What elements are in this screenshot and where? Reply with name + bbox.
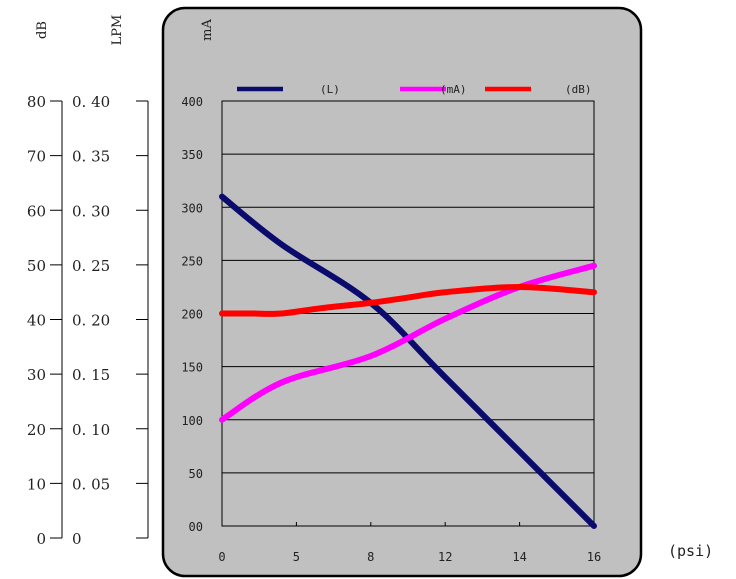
- db-tick-label: 60: [27, 202, 46, 220]
- db-axis-title: dB: [35, 21, 50, 39]
- x-axis: 0 5 8 12 14 16: [218, 550, 601, 564]
- lpm-tick-label: 0. 25: [72, 257, 110, 275]
- x-tick-label: 8: [367, 550, 374, 564]
- lpm-tick-label: 0. 35: [72, 148, 110, 166]
- ma-tick-label: 00: [189, 520, 203, 534]
- db-tick-label: 0: [36, 530, 46, 548]
- lpm-tick-label: 0. 10: [72, 421, 110, 439]
- lpm-tick-label: 0. 05: [72, 475, 110, 493]
- lpm-tick-label: 0. 40: [72, 93, 110, 111]
- x-tick-label: 0: [218, 550, 225, 564]
- db-tick-label: 30: [27, 366, 46, 384]
- db-tick-label: 20: [27, 421, 46, 439]
- db-tick-label: 80: [27, 93, 46, 111]
- ma-axis-title: mA: [200, 19, 215, 41]
- ma-tick-label: 300: [181, 201, 203, 215]
- lpm-tick-label: 0: [72, 530, 82, 548]
- db-tick-label: 70: [27, 148, 46, 166]
- lpm-axis-title: LPM: [110, 15, 125, 46]
- x-tick-label: 14: [512, 550, 526, 564]
- x-tick-label: 16: [587, 550, 601, 564]
- ma-tick-label: 50: [189, 467, 203, 481]
- x-axis-title: (psi): [668, 542, 713, 560]
- series-line-lpm: [219, 193, 597, 529]
- db-tick-label: 40: [27, 312, 46, 330]
- lpm-tick-label: 0. 30: [72, 202, 110, 220]
- ma-tick-label: 350: [181, 148, 203, 162]
- x-tick-label: 12: [438, 550, 452, 564]
- ma-tick-label: 400: [181, 95, 203, 109]
- db-tick-label: 10: [27, 475, 46, 493]
- legend: (L) (mA) (dB): [237, 83, 592, 96]
- series-line-db: [219, 283, 597, 317]
- legend-label: (L): [320, 83, 340, 96]
- ma-axis: 00 50 100 150 200 250 300 350 400: [181, 95, 203, 534]
- ma-tick-label: 250: [181, 254, 203, 268]
- legend-label: (mA): [440, 83, 467, 96]
- x-tick-label: 5: [293, 550, 300, 564]
- db-axis: 0 10 20 30 40 50 60 70 80: [27, 93, 63, 548]
- lpm-tick-label: 0. 15: [72, 366, 110, 384]
- legend-label: (dB): [565, 83, 592, 96]
- ma-tick-label: 200: [181, 308, 203, 322]
- series-layer: [219, 193, 597, 529]
- db-tick-label: 50: [27, 257, 46, 275]
- ma-tick-label: 100: [181, 414, 203, 428]
- lpm-axis: 0 0. 05 0. 10 0. 15 0. 20 0. 25 0. 30 0. 35 0. 4…: [72, 93, 149, 548]
- ma-tick-label: 150: [181, 361, 203, 375]
- lpm-tick-label: 0. 20: [72, 312, 110, 330]
